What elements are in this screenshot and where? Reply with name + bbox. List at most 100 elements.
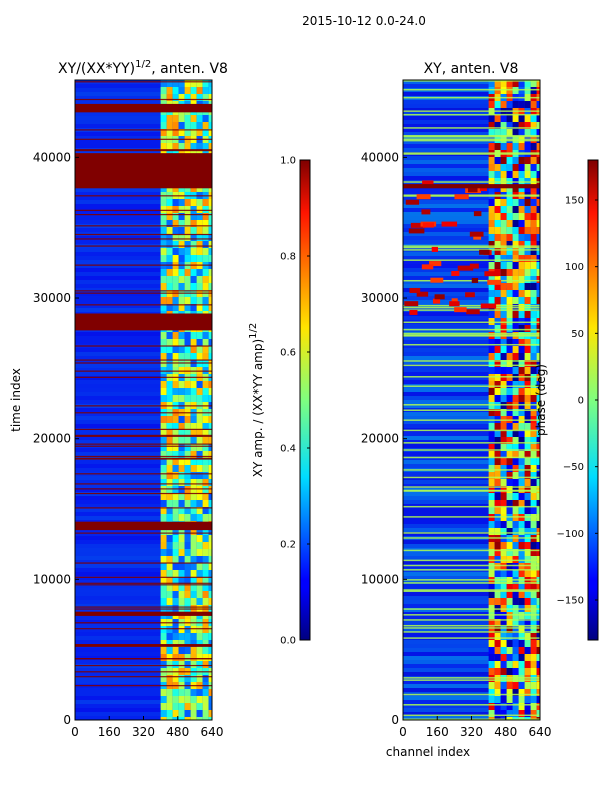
heatmap-cell <box>196 493 203 500</box>
heatmap-cell <box>530 269 537 276</box>
heatmap-cell <box>506 647 513 654</box>
heatmap-cell <box>494 584 501 591</box>
heatmap-cell <box>196 584 203 591</box>
heatmap-cell <box>536 360 540 367</box>
heatmap-cell <box>512 451 519 458</box>
heatmap-cell <box>172 255 179 262</box>
heatmap-cell <box>488 640 495 647</box>
heatmap-line <box>403 245 540 247</box>
heatmap-cell <box>160 570 167 577</box>
heatmap-cell <box>190 507 197 514</box>
heatmap-cell <box>208 493 212 500</box>
heatmap-cell <box>524 563 531 570</box>
heatmap-cell <box>208 654 212 661</box>
heatmap-line <box>75 245 212 247</box>
heatmap-row <box>403 576 540 580</box>
heatmap-cell <box>494 213 501 220</box>
heatmap-cell <box>512 528 519 535</box>
heatmap-cell <box>500 206 507 213</box>
heatmap-row <box>403 392 540 396</box>
heatmap-cell <box>524 458 531 465</box>
heatmap-cell <box>536 199 540 206</box>
heatmap-cell <box>518 570 525 577</box>
heatmap-cell <box>208 332 212 339</box>
heatmap-cell <box>512 318 519 325</box>
heatmap-cell <box>518 227 525 234</box>
heatmap-line <box>403 619 540 621</box>
heatmap-cell <box>166 129 173 136</box>
heatmap-cell <box>518 171 525 178</box>
heatmap-cell <box>190 199 197 206</box>
heatmap-cell <box>196 220 203 227</box>
heatmap-row <box>75 584 212 588</box>
right-heatmap <box>403 80 540 720</box>
heatmap-row <box>75 660 212 664</box>
heatmap-row <box>75 676 212 680</box>
heatmap-line <box>75 359 212 361</box>
heatmap-cell <box>196 388 203 395</box>
heatmap-cell <box>172 269 179 276</box>
heatmap-row <box>403 92 540 96</box>
heatmap-cell <box>196 269 203 276</box>
heatmap-cell <box>524 668 531 675</box>
heatmap-cell <box>494 654 501 661</box>
heatmap-cell <box>166 479 173 486</box>
heatmap-cell <box>166 444 173 451</box>
heatmap-row <box>75 708 212 712</box>
heatmap-cell <box>196 479 203 486</box>
heatmap-cell <box>166 717 173 720</box>
heatmap-cell <box>178 129 185 136</box>
heatmap-cell <box>160 241 167 248</box>
heatmap-row <box>75 680 212 684</box>
heatmap-cell <box>196 241 203 248</box>
heatmap-cell <box>518 129 525 136</box>
heatmap-cell <box>208 297 212 304</box>
heatmap-line <box>75 405 212 407</box>
heatmap-cell <box>166 234 173 241</box>
heatmap-row <box>75 604 212 608</box>
heatmap-cell <box>506 563 513 570</box>
heatmap-cell <box>184 479 191 486</box>
heatmap-cell <box>530 241 537 248</box>
heatmap-cell <box>172 304 179 311</box>
heatmap-row <box>75 448 212 452</box>
heatmap-cell <box>202 661 209 668</box>
heatmap-cell <box>512 367 519 374</box>
heatmap-cell <box>500 101 507 108</box>
heatmap-cell <box>208 220 212 227</box>
heatmap-cell <box>172 115 179 122</box>
heatmap-cell <box>208 80 212 87</box>
heatmap-cell <box>178 248 185 255</box>
heatmap-cell <box>500 633 507 640</box>
heatmap-cell <box>518 248 525 255</box>
heatmap-cell <box>506 388 513 395</box>
heatmap-cell <box>524 507 531 514</box>
heatmap-cell <box>512 626 519 633</box>
heatmap-cell <box>202 87 209 94</box>
heatmap-row <box>403 664 540 668</box>
heatmap-cell <box>184 661 191 668</box>
heatmap-row <box>403 616 540 620</box>
heatmap-row <box>403 520 540 524</box>
heatmap-row <box>75 616 212 620</box>
heatmap-line <box>403 249 540 251</box>
heatmap-cell <box>166 549 173 556</box>
heatmap-cell <box>208 213 212 220</box>
heatmap-cell <box>202 675 209 682</box>
heatmap-cell <box>512 311 519 318</box>
heatmap-cell <box>166 430 173 437</box>
heatmap-line <box>75 213 212 216</box>
heatmap-cell <box>494 353 501 360</box>
heatmap-line <box>75 608 212 610</box>
heatmap-cell <box>530 437 537 444</box>
heatmap-cell <box>530 80 537 87</box>
heatmap-line <box>403 385 540 387</box>
heatmap-cell <box>178 535 185 542</box>
heatmap-blob <box>479 186 488 192</box>
heatmap-cell <box>530 227 537 234</box>
heatmap-blob <box>432 298 441 304</box>
heatmap-line <box>403 279 540 282</box>
heatmap-cell <box>178 199 185 206</box>
heatmap-cell <box>524 360 531 367</box>
heatmap-cell <box>512 248 519 255</box>
